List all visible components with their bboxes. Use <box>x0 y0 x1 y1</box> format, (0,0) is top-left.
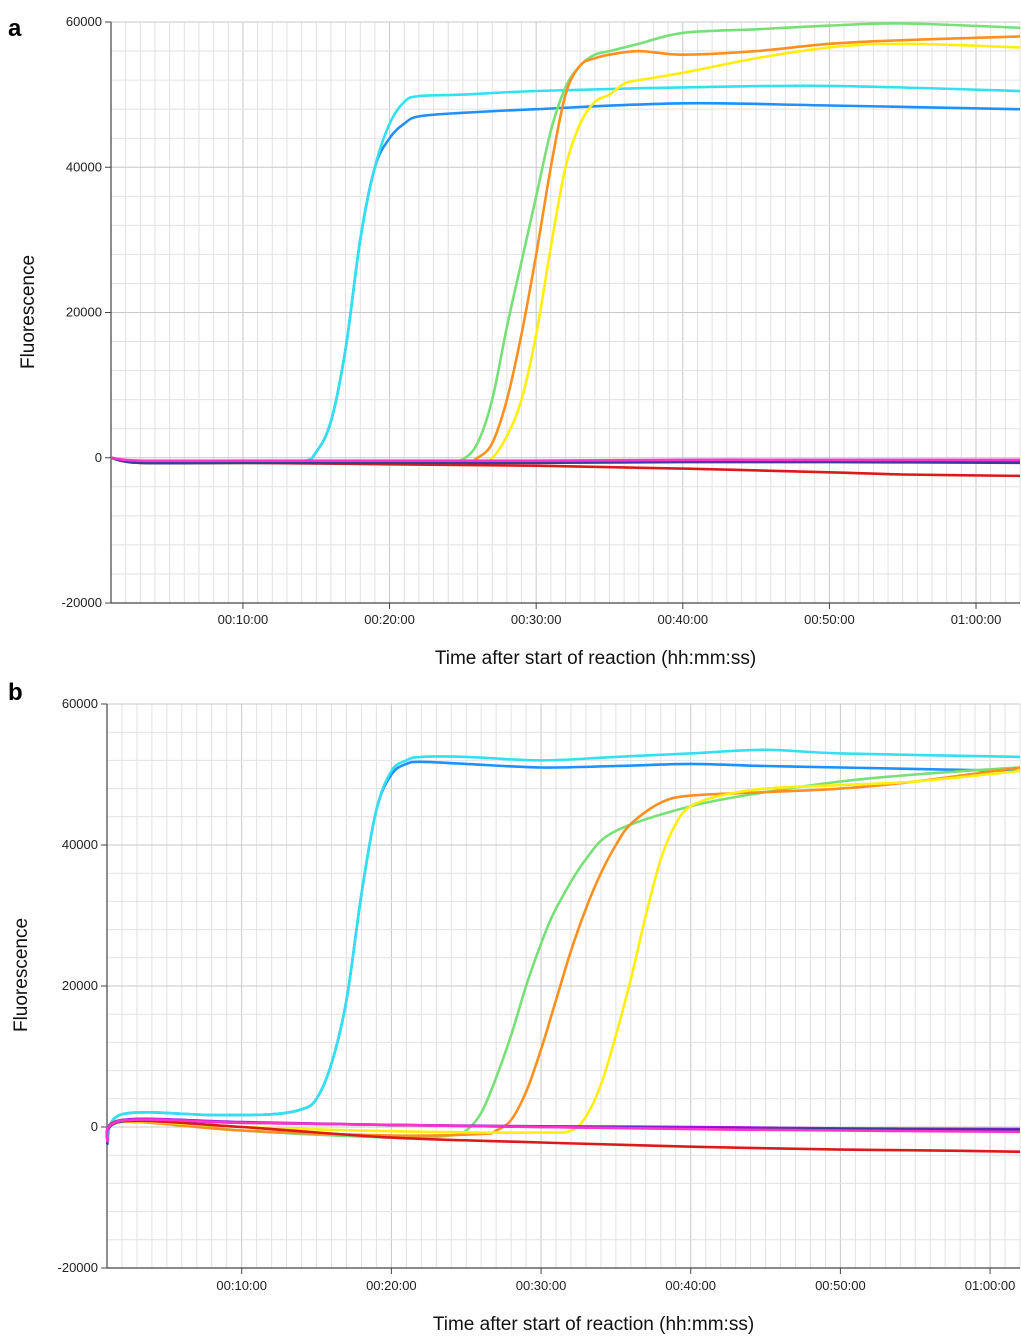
series-line-6 <box>105 1119 1021 1153</box>
series-line-2 <box>105 748 1021 1146</box>
series-line-9 <box>110 456 1020 463</box>
y-tick-label: 0 <box>95 450 102 465</box>
y-tick-label: 60000 <box>66 14 102 29</box>
x-tick-label: 00:50:00 <box>815 1278 866 1293</box>
series-line-3 <box>105 766 1021 1142</box>
x-axis-title: Time after start of reaction (hh:mm:ss) <box>435 648 756 669</box>
y-tick-label: 60000 <box>62 696 98 711</box>
y-tick-label: 40000 <box>66 159 102 174</box>
x-tick-label: 00:10:00 <box>216 1278 267 1293</box>
series-line-9 <box>105 1118 1021 1144</box>
x-tick-label: 00:30:00 <box>511 612 562 627</box>
x-tick-label: 01:00:00 <box>965 1278 1016 1293</box>
y-axis-title: Fluorescence <box>11 918 32 1032</box>
y-tick-label: 20000 <box>62 978 98 993</box>
x-tick-label: 00:40:00 <box>665 1278 716 1293</box>
panel-label-b: b <box>8 679 23 706</box>
x-tick-label: 00:40:00 <box>657 612 708 627</box>
x-tick-label: 00:50:00 <box>804 612 855 627</box>
x-tick-label: 00:30:00 <box>516 1278 567 1293</box>
series-group <box>105 748 1021 1153</box>
grid <box>110 21 1021 604</box>
y-axis-title: Fluorescence <box>18 255 39 369</box>
grid <box>106 703 1021 1269</box>
x-tick-label: 00:20:00 <box>364 612 415 627</box>
chart-panel-b: -20000 0 20000 40000 60000 00:10:00 00:20:00 00… <box>11 696 1021 1335</box>
y-tick-label: -20000 <box>58 1260 98 1275</box>
chart-panel-a: -20000 0 20000 40000 60000 00:10:00 00:20:00 00… <box>18 14 1021 669</box>
panel-label-a: a <box>8 15 22 42</box>
y-tick-label: 40000 <box>62 837 98 852</box>
x-tick-label: 00:20:00 <box>366 1278 417 1293</box>
series-line-1 <box>105 760 1021 1146</box>
y-tick-label: 20000 <box>66 305 102 320</box>
x-axis-title: Time after start of reaction (hh:mm:ss) <box>433 1314 754 1335</box>
y-tick-label: 0 <box>91 1119 98 1134</box>
series-line-4 <box>105 766 1021 1142</box>
y-tick-label: -20000 <box>62 595 102 610</box>
series-line-5 <box>105 769 1021 1142</box>
series-group <box>110 22 1021 478</box>
x-tick-label: 01:00:00 <box>951 612 1002 627</box>
series-line-8 <box>110 456 1021 465</box>
x-tick-label: 00:10:00 <box>218 612 269 627</box>
